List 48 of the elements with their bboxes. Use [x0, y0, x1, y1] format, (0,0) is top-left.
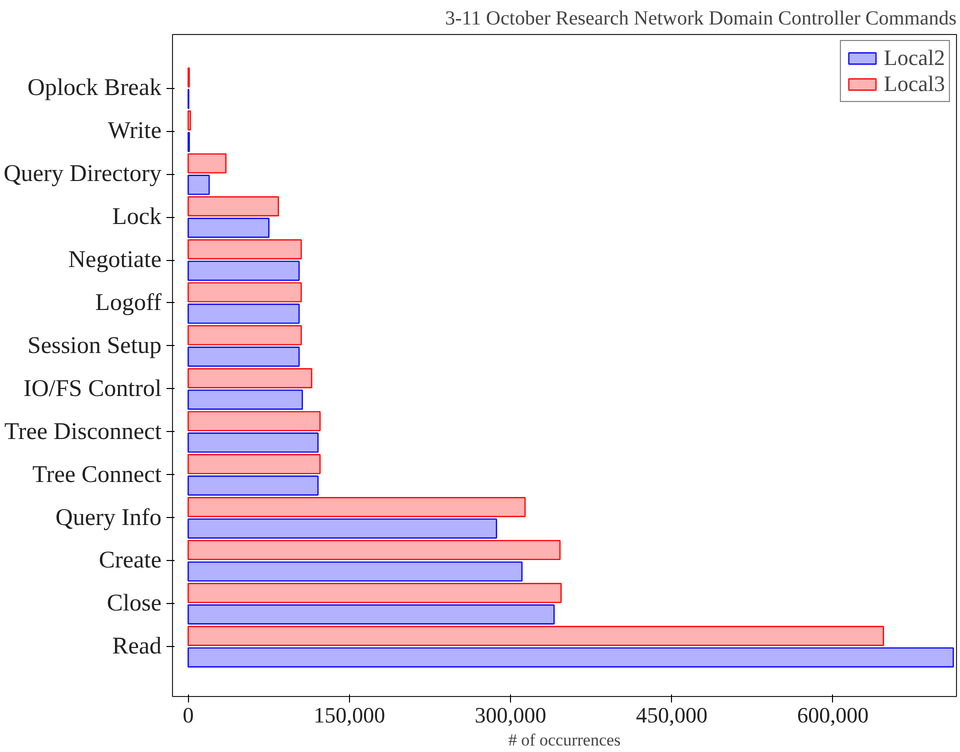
- y-tick-label: Tree Connect: [32, 462, 162, 488]
- bar: [188, 626, 884, 646]
- legend-label: Local2: [884, 45, 945, 71]
- bar: [188, 411, 321, 432]
- x-tick-label: 300,000: [474, 702, 546, 728]
- y-tick-label: Close: [106, 590, 162, 617]
- bar: [188, 582, 562, 604]
- bar: [188, 325, 302, 346]
- bar: [188, 390, 303, 410]
- bar: [188, 561, 523, 582]
- y-tick-label: Create: [98, 548, 162, 574]
- bar: [188, 368, 312, 388]
- bar: [188, 239, 302, 260]
- bar: [188, 432, 319, 453]
- bar: [188, 174, 210, 195]
- chart-title: 3-11 October Research Network Domain Controller Commands: [445, 8, 957, 30]
- bar: [188, 196, 279, 216]
- x-axis-title: # of occurrences: [508, 730, 621, 750]
- y-tick-label: Logoff: [95, 290, 162, 316]
- x-tick-label: 150,000: [314, 702, 386, 728]
- y-tick-label: Write: [108, 118, 162, 144]
- bar: [188, 647, 954, 668]
- x-tick-label: 600,000: [797, 702, 869, 728]
- bar: [188, 346, 300, 367]
- y-tick-label: Oplock Break: [28, 75, 162, 102]
- bar: [188, 260, 300, 281]
- bar: [188, 304, 300, 324]
- bar: [188, 218, 270, 238]
- bar: [188, 454, 321, 474]
- bar: [188, 476, 319, 496]
- x-tick-label: 450,000: [636, 702, 708, 728]
- y-tick-label: Query Info: [56, 504, 162, 531]
- bar: [188, 604, 555, 624]
- bar: [188, 497, 526, 518]
- y-tick-label: IO/FS Control: [23, 376, 162, 402]
- bar: [188, 282, 302, 302]
- bar: [188, 518, 498, 539]
- bar: [188, 110, 191, 130]
- y-tick-label: Read: [112, 634, 162, 660]
- y-tick-label: Query Directory: [4, 161, 162, 188]
- y-tick-label: Lock: [112, 204, 162, 230]
- y-tick-label: Session Setup: [27, 332, 162, 359]
- y-tick-label: Tree Disconnect: [4, 418, 162, 445]
- x-tick-label: 0: [182, 702, 194, 728]
- y-tick-label: Negotiate: [68, 247, 162, 274]
- bar: [188, 153, 227, 174]
- bar: [188, 540, 561, 560]
- legend-label: Local3: [884, 71, 945, 97]
